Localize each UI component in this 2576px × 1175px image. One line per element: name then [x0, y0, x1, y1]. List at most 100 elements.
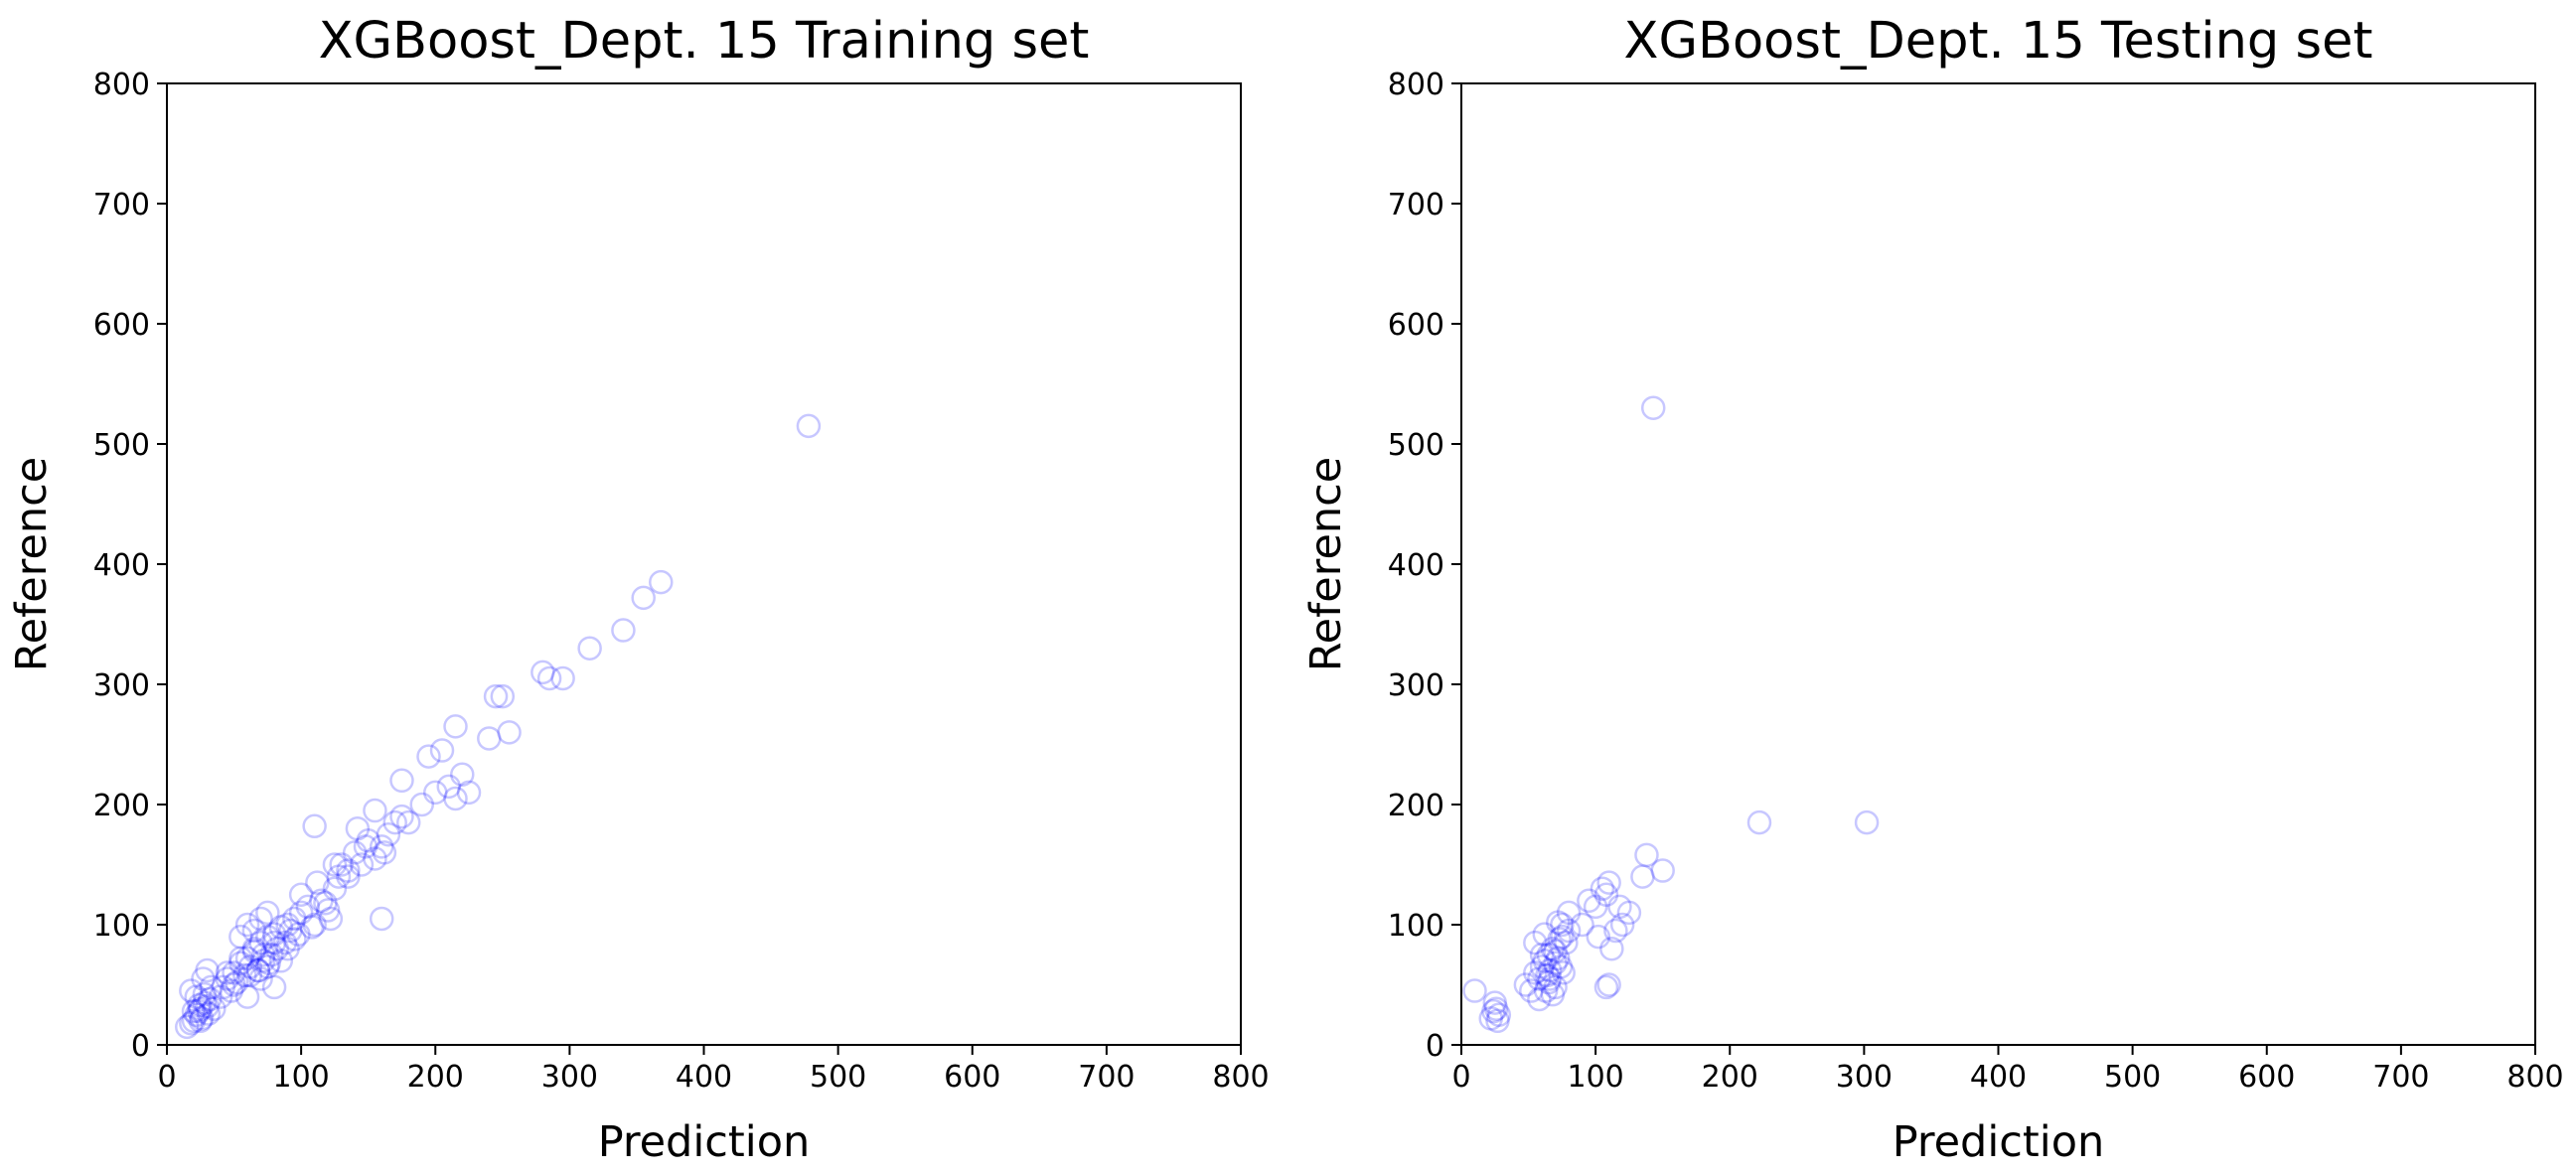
training-point — [336, 864, 361, 889]
testing-y-tick-label: 800 — [1388, 68, 1444, 102]
training-point — [234, 946, 260, 971]
testing-x-tick-label: 400 — [1970, 1060, 2027, 1095]
training-point — [490, 683, 516, 709]
training-point — [363, 846, 387, 871]
testing-point — [1483, 996, 1509, 1021]
training-point — [195, 994, 220, 1019]
training-point — [232, 962, 257, 988]
training-point — [215, 966, 240, 991]
testing-point — [1540, 981, 1566, 1007]
testing-point — [1527, 966, 1552, 991]
training-point — [326, 864, 352, 889]
training-point — [199, 974, 224, 1000]
training-point — [288, 900, 314, 926]
testing-point — [1596, 870, 1621, 895]
training-y-tick-label: 0 — [131, 1029, 150, 1064]
testing-plot-frame — [1460, 82, 2536, 1046]
testing-y-axis-label: Reference — [1301, 457, 1351, 672]
testing-point — [1529, 955, 1555, 979]
training-point — [241, 939, 267, 963]
testing-point — [1548, 955, 1574, 979]
testing-point — [1523, 960, 1548, 985]
testing-point — [1481, 998, 1506, 1024]
training-point — [336, 858, 361, 883]
training-x-tick-label: 400 — [676, 1060, 732, 1095]
training-x-tick-label: 700 — [1078, 1060, 1135, 1095]
testing-y-tick-label: 500 — [1388, 428, 1444, 463]
training-point — [577, 636, 602, 661]
training-point — [318, 906, 344, 932]
training-x-axis: 0 100 200 300 400 500 600 700 800 — [157, 1045, 1270, 1095]
training-point — [342, 840, 368, 865]
training-point — [550, 665, 575, 691]
training-point — [228, 946, 253, 971]
training-point — [322, 876, 348, 901]
testing-x-tick-label: 800 — [2506, 1060, 2563, 1095]
training-point — [423, 780, 448, 806]
testing-point — [1556, 900, 1582, 926]
training-point — [356, 828, 380, 853]
training-point — [248, 906, 273, 932]
testing-x-tick-label: 300 — [1836, 1060, 1893, 1095]
training-point — [450, 762, 475, 787]
testing-x-tick-label: 500 — [2104, 1060, 2161, 1095]
testing-point — [1634, 842, 1659, 868]
training-point — [184, 1002, 209, 1027]
testing-point — [1540, 936, 1566, 961]
testing-point — [1486, 1002, 1512, 1027]
testing-point — [1603, 918, 1628, 944]
testing-point — [1485, 1008, 1510, 1034]
testing-point — [1593, 974, 1619, 1000]
testing-point — [1532, 922, 1558, 947]
training-point — [369, 834, 394, 859]
training-point — [302, 912, 327, 938]
training-point — [225, 969, 249, 995]
training-point — [649, 569, 674, 595]
testing-point — [1523, 930, 1548, 955]
training-y-tick-label: 500 — [93, 428, 150, 463]
testing-set-panel: 0 100 200 300 400 500 600 700 800 0 100 200 300 400 5… — [1301, 12, 2564, 1167]
training-point — [261, 974, 287, 1000]
training-point — [179, 1010, 204, 1036]
testing-x-axis: 0 100 200 300 400 500 600 700 800 — [1451, 1045, 2564, 1095]
testing-point — [1537, 957, 1563, 983]
testing-y-tick-label: 200 — [1388, 789, 1444, 823]
testing-point — [1543, 939, 1568, 963]
training-point — [241, 918, 267, 944]
training-plot-frame — [166, 82, 1242, 1046]
training-x-axis-label: Prediction — [598, 1117, 811, 1167]
training-point — [228, 951, 253, 975]
training-point — [237, 962, 263, 988]
training-point — [329, 852, 354, 877]
training-point — [278, 918, 303, 944]
training-point — [261, 930, 287, 955]
training-point — [181, 998, 207, 1024]
testing-point — [1583, 894, 1608, 920]
testing-y-axis: 0 100 200 300 400 500 600 700 800 — [1388, 68, 1461, 1064]
testing-point — [1550, 912, 1575, 938]
training-x-tick-label: 0 — [157, 1060, 176, 1095]
training-point — [188, 996, 214, 1021]
testing-point — [1462, 978, 1487, 1003]
training-y-tick-label: 700 — [93, 188, 150, 222]
testing-x-tick-label: 200 — [1702, 1060, 1758, 1095]
training-y-tick-label: 400 — [93, 548, 150, 583]
testing-point — [1854, 809, 1880, 835]
testing-point — [1554, 930, 1579, 955]
testing-point — [1556, 918, 1582, 944]
training-point — [275, 936, 300, 961]
training-point — [349, 852, 375, 877]
training-point — [268, 949, 294, 973]
training-point — [259, 943, 284, 967]
testing-point — [1533, 978, 1559, 1003]
training-point — [245, 957, 271, 983]
testing-point — [1616, 900, 1642, 926]
training-point — [305, 870, 330, 895]
training-chart-title: XGBoost_Dept. 15 Training set — [319, 12, 1090, 71]
training-point — [192, 981, 218, 1007]
training-point — [211, 974, 236, 1000]
training-point — [245, 957, 271, 983]
training-point — [197, 986, 223, 1012]
training-point — [436, 774, 462, 800]
